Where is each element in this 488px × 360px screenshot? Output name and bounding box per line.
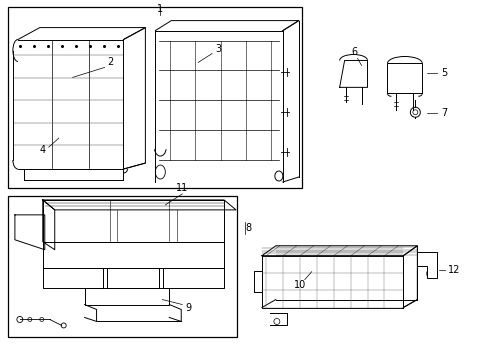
Bar	[8, 7, 301, 188]
Text: 4: 4	[40, 145, 46, 155]
Polygon shape	[339, 60, 367, 87]
Text: 7: 7	[440, 108, 447, 118]
Text: 6: 6	[351, 48, 357, 58]
Polygon shape	[163, 268, 224, 288]
Polygon shape	[42, 242, 224, 268]
Polygon shape	[84, 288, 169, 305]
Polygon shape	[42, 200, 236, 210]
Text: 8: 8	[244, 223, 250, 233]
Text: 12: 12	[447, 265, 459, 275]
Text: 1: 1	[157, 4, 163, 14]
Polygon shape	[42, 200, 55, 250]
Polygon shape	[386, 63, 422, 93]
Polygon shape	[42, 200, 224, 242]
Text: 10: 10	[293, 280, 305, 289]
Text: 2: 2	[107, 58, 113, 67]
Polygon shape	[106, 268, 159, 288]
Polygon shape	[416, 252, 436, 278]
Text: 11: 11	[176, 183, 188, 193]
Text: 9: 9	[185, 302, 191, 312]
Text: 5: 5	[440, 68, 447, 78]
Polygon shape	[262, 246, 416, 256]
Text: 3: 3	[215, 44, 221, 54]
Bar	[8, 196, 237, 337]
Polygon shape	[42, 268, 102, 288]
Polygon shape	[15, 215, 45, 250]
